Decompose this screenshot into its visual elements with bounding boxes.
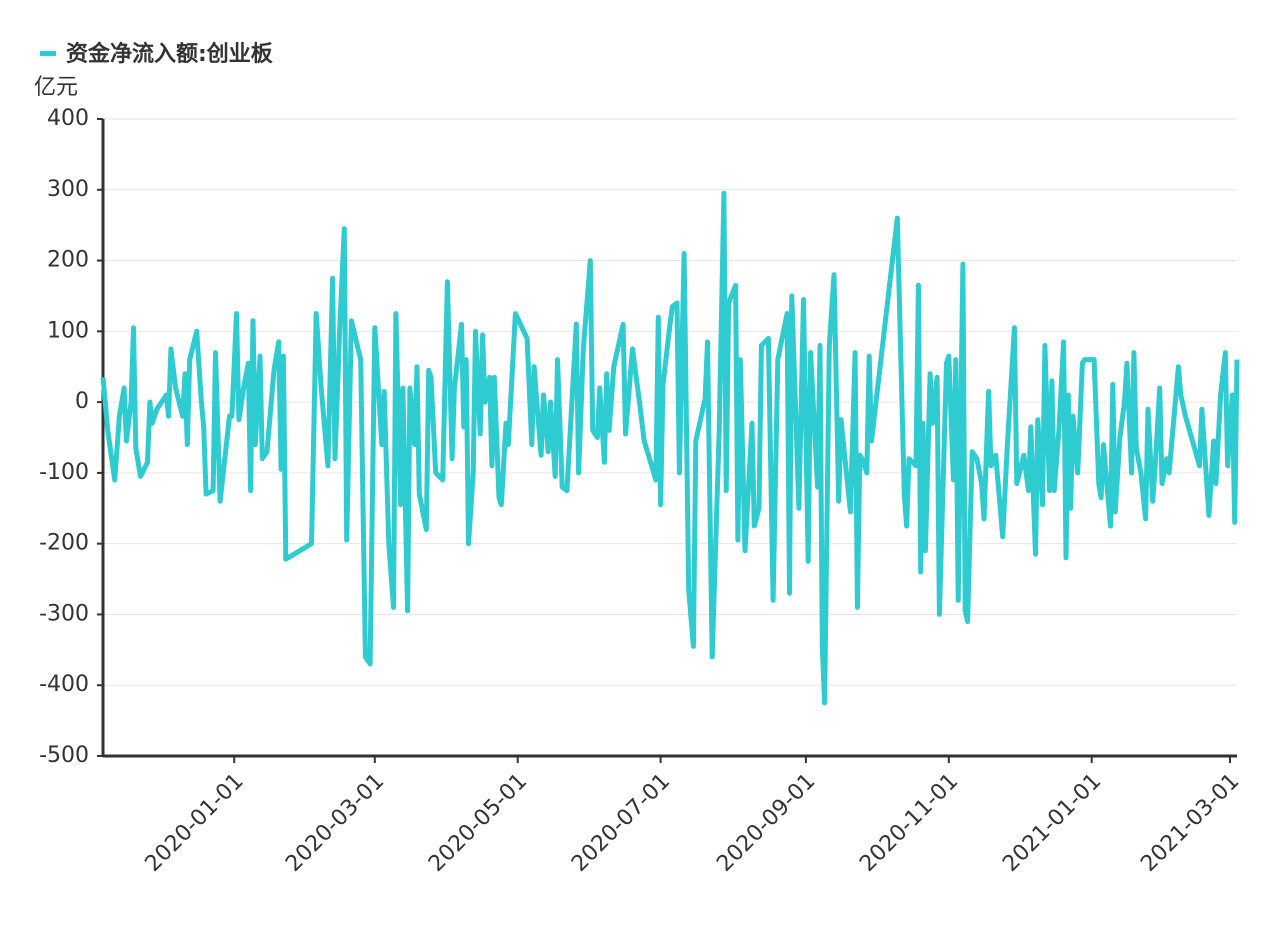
y-tick-label: -500 bbox=[39, 743, 89, 768]
x-tick-label: 2020-09-01 bbox=[712, 769, 820, 877]
x-tick-label: 2020-11-01 bbox=[855, 769, 963, 877]
x-tick-label: 2020-03-01 bbox=[281, 769, 389, 877]
y-tick-label: 200 bbox=[47, 248, 89, 273]
x-tick-label: 2020-01-01 bbox=[141, 769, 249, 877]
legend-label: 资金净流入额:创业板 bbox=[66, 41, 274, 67]
y-tick-label: 0 bbox=[75, 389, 89, 414]
y-tick-label: 100 bbox=[47, 318, 89, 343]
x-tick-label: 2020-07-01 bbox=[567, 769, 675, 877]
y-unit: 亿元 bbox=[34, 75, 78, 100]
y-tick-label: -100 bbox=[39, 460, 89, 485]
legend-swatch bbox=[40, 51, 56, 56]
x-tick-label: 2021-01-01 bbox=[998, 769, 1106, 877]
data-line bbox=[100, 190, 1240, 706]
y-tick-label: -200 bbox=[39, 531, 89, 556]
y-tick-label: 300 bbox=[47, 177, 89, 202]
x-tick-label: 2020-05-01 bbox=[424, 769, 532, 877]
x-tick-label: 2021-03-01 bbox=[1136, 769, 1244, 877]
y-tick-label: 400 bbox=[47, 106, 89, 131]
y-tick-label: -400 bbox=[39, 672, 89, 697]
y-tick-label: -300 bbox=[39, 601, 89, 626]
